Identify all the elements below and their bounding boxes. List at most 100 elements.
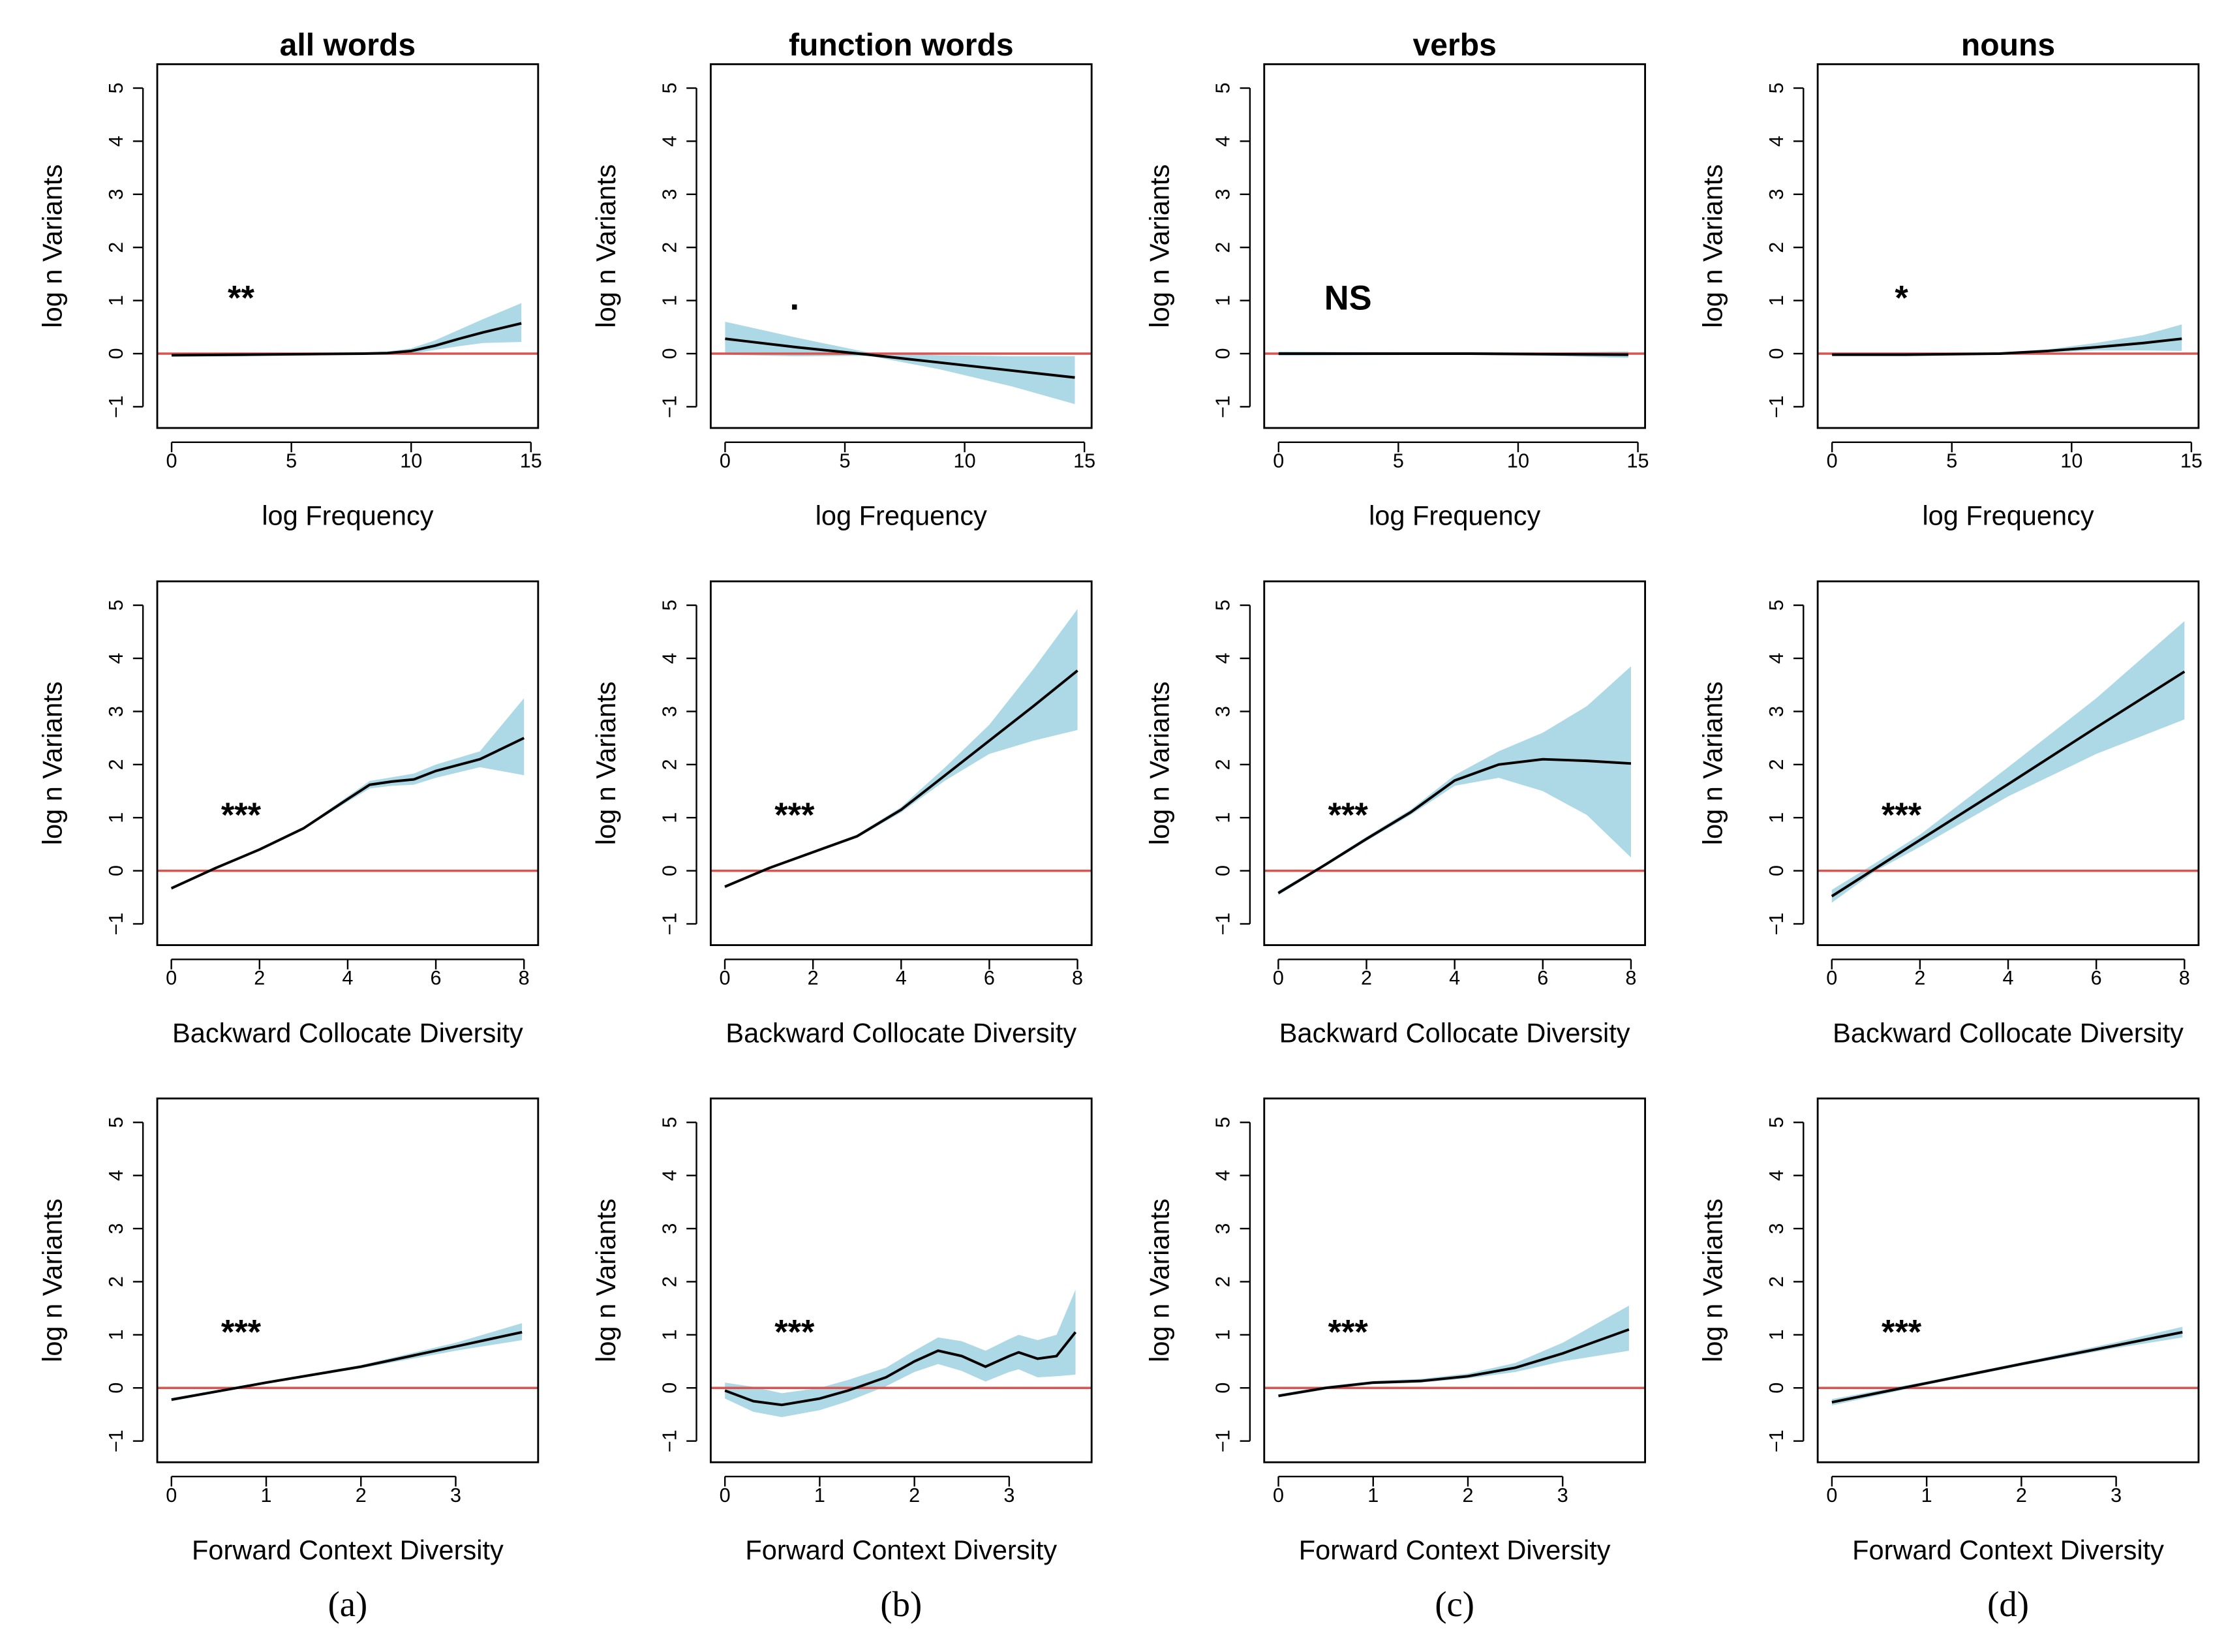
y-tick-label: 1 bbox=[658, 1329, 680, 1340]
y-tick-label: 3 bbox=[658, 189, 680, 200]
x-tick-label: 0 bbox=[1273, 967, 1284, 989]
plot-frame bbox=[709, 63, 1093, 429]
y-tick-label: 0 bbox=[658, 348, 680, 359]
x-tick-label: 4 bbox=[2003, 967, 2014, 989]
y-tick-label: 0 bbox=[658, 865, 680, 876]
y-tick-label: 0 bbox=[1765, 865, 1788, 876]
confidence-band bbox=[725, 609, 1078, 889]
y-tick-label: 5 bbox=[105, 83, 127, 94]
y-tick-label: 1 bbox=[105, 812, 127, 823]
column-title: function words bbox=[789, 27, 1014, 63]
x-tick-label: 0 bbox=[166, 1484, 177, 1507]
y-tick-label: 0 bbox=[1765, 348, 1788, 359]
confidence-band bbox=[1278, 1306, 1629, 1398]
y-tick-label: 3 bbox=[658, 706, 680, 717]
fit-line bbox=[1278, 1328, 1630, 1398]
x-tick-label: 3 bbox=[1557, 1484, 1568, 1507]
panel-label: (a) bbox=[328, 1584, 368, 1624]
x-axis-label: Forward Context Diversity bbox=[1299, 1535, 1611, 1565]
fit-line bbox=[724, 669, 1078, 888]
fit-line bbox=[724, 1331, 1077, 1407]
fit-line bbox=[171, 1330, 523, 1401]
x-tick-label: 5 bbox=[286, 450, 297, 472]
y-tick-label: −1 bbox=[1212, 1430, 1234, 1452]
y-tick-label: 2 bbox=[658, 242, 680, 253]
y-tick-label: −1 bbox=[105, 1430, 127, 1452]
x-tick-label: 0 bbox=[1273, 1484, 1284, 1507]
fit-line bbox=[170, 737, 525, 890]
x-tick-label: 15 bbox=[520, 450, 542, 472]
y-tick-label: 2 bbox=[105, 759, 127, 770]
x-tick-label: 3 bbox=[2111, 1484, 2122, 1507]
y-axis-label: log n Variants bbox=[590, 681, 621, 845]
y-tick-label: 4 bbox=[1212, 1170, 1234, 1181]
fit-line bbox=[1831, 1330, 2183, 1404]
plot-frame bbox=[156, 1097, 540, 1463]
significance-label: NS bbox=[1324, 279, 1372, 317]
y-tick-label: 5 bbox=[658, 600, 680, 611]
y-tick-label: 1 bbox=[1212, 812, 1234, 823]
x-axis-label: log Frequency bbox=[1369, 500, 1540, 531]
y-axis-label: log n Variants bbox=[1144, 1199, 1174, 1362]
panel-label: (d) bbox=[1987, 1584, 2029, 1624]
y-tick-label: −1 bbox=[1765, 913, 1788, 936]
confidence-band bbox=[725, 322, 1075, 405]
fit-line bbox=[725, 337, 1075, 379]
panel-label: (b) bbox=[880, 1584, 922, 1624]
y-tick-label: 3 bbox=[1212, 189, 1234, 200]
y-tick-label: 5 bbox=[1212, 600, 1234, 611]
x-tick-label: 2 bbox=[2016, 1484, 2027, 1507]
y-tick-label: 1 bbox=[1765, 812, 1788, 823]
x-tick-label: 4 bbox=[1449, 967, 1460, 989]
x-tick-label: 1 bbox=[814, 1484, 825, 1507]
x-tick-label: 5 bbox=[839, 450, 850, 472]
x-tick-label: 2 bbox=[356, 1484, 367, 1507]
x-tick-label: 0 bbox=[720, 1484, 731, 1507]
y-tick-label: 2 bbox=[105, 1276, 127, 1287]
column-title: nouns bbox=[1961, 27, 2055, 63]
y-tick-label: 2 bbox=[1765, 1276, 1788, 1287]
x-axis-label: Backward Collocate Diversity bbox=[1279, 1017, 1630, 1048]
y-tick-label: 0 bbox=[1765, 1383, 1788, 1394]
y-axis-label: log n Variants bbox=[37, 681, 68, 845]
y-tick-label: 2 bbox=[105, 242, 127, 253]
x-tick-label: 1 bbox=[1367, 1484, 1379, 1507]
x-axis-label: log Frequency bbox=[816, 500, 987, 531]
y-tick-label: 2 bbox=[1765, 759, 1788, 770]
x-tick-label: 0 bbox=[1827, 450, 1838, 472]
x-tick-label: 4 bbox=[896, 967, 907, 989]
x-tick-label: 0 bbox=[1826, 1484, 1837, 1507]
y-axis-label: log n Variants bbox=[37, 164, 68, 328]
plot-frame bbox=[1816, 1097, 2200, 1463]
x-tick-label: 15 bbox=[1627, 450, 1649, 472]
y-tick-label: 0 bbox=[105, 348, 127, 359]
y-tick-label: 4 bbox=[105, 1170, 127, 1181]
confidence-band bbox=[171, 698, 525, 890]
x-tick-label: 2 bbox=[1361, 967, 1372, 989]
fit-line bbox=[1831, 670, 2186, 898]
y-tick-label: −1 bbox=[658, 395, 680, 418]
x-tick-label: 1 bbox=[261, 1484, 272, 1507]
significance-label: *** bbox=[1882, 797, 1922, 834]
plot-frame bbox=[709, 1097, 1093, 1463]
y-tick-label: 3 bbox=[105, 189, 127, 200]
y-tick-label: 1 bbox=[658, 812, 680, 823]
confidence-band bbox=[725, 1289, 1076, 1418]
x-tick-label: 10 bbox=[400, 450, 422, 472]
y-tick-label: 4 bbox=[1212, 136, 1234, 147]
x-tick-label: 2 bbox=[254, 967, 265, 989]
y-axis-label: log n Variants bbox=[1144, 164, 1174, 328]
x-tick-label: 8 bbox=[1072, 967, 1083, 989]
y-tick-label: 1 bbox=[105, 295, 127, 306]
x-tick-label: 6 bbox=[431, 967, 442, 989]
x-tick-label: 3 bbox=[1003, 1484, 1014, 1507]
y-tick-label: 3 bbox=[1212, 706, 1234, 717]
x-tick-label: 2 bbox=[1914, 967, 1925, 989]
significance-label: * bbox=[1895, 279, 1908, 317]
y-tick-label: 5 bbox=[1212, 83, 1234, 94]
fit-line bbox=[1278, 352, 1628, 356]
y-tick-label: 5 bbox=[658, 83, 680, 94]
panel-label: (c) bbox=[1435, 1584, 1474, 1624]
x-tick-label: 10 bbox=[954, 450, 976, 472]
fit-line bbox=[1832, 337, 2182, 356]
